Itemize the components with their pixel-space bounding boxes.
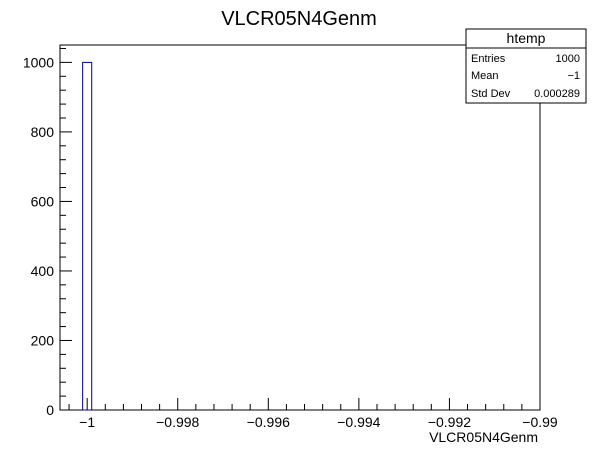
x-axis-label: VLCR05N4Genm xyxy=(429,429,538,445)
stats-mean-label: Mean xyxy=(471,70,499,82)
x-tick-label: −1 xyxy=(79,414,95,430)
histogram-bar xyxy=(82,61,93,411)
x-tick-label: −0.998 xyxy=(156,414,199,430)
x-tick-label: −0.994 xyxy=(337,414,380,430)
stats-stddev-label: Std Dev xyxy=(471,88,511,100)
x-tick-label: −0.99 xyxy=(522,414,558,430)
x-tick-label: −0.996 xyxy=(247,414,290,430)
y-tick-label: 1000 xyxy=(23,54,54,70)
stats-entries-label: Entries xyxy=(471,53,506,65)
y-tick-label: 400 xyxy=(31,263,55,279)
y-tick-label: 200 xyxy=(31,332,55,348)
stats-box-frame xyxy=(465,28,587,104)
stats-box: htemp Entries 1000 Mean −1 Std Dev 0.000… xyxy=(465,28,587,104)
stats-mean-value: −1 xyxy=(567,70,580,82)
stats-entries-value: 1000 xyxy=(556,53,580,65)
y-axis: 0 200 400 600 800 1000 xyxy=(23,47,72,418)
plot-frame xyxy=(59,44,541,411)
y-tick-label: 800 xyxy=(31,124,55,140)
x-axis: −1 −0.998 −0.996 −0.994 −0.992 −0.99 xyxy=(68,398,558,430)
chart-title: VLCR05N4Genm xyxy=(221,8,377,30)
histogram-bars xyxy=(82,61,93,411)
stats-stddev-value: 0.000289 xyxy=(534,88,580,100)
y-tick-label: 600 xyxy=(31,193,55,209)
x-tick-label: −0.992 xyxy=(428,414,471,430)
y-tick-label: 0 xyxy=(46,402,54,418)
stats-box-title: htemp xyxy=(507,30,546,46)
